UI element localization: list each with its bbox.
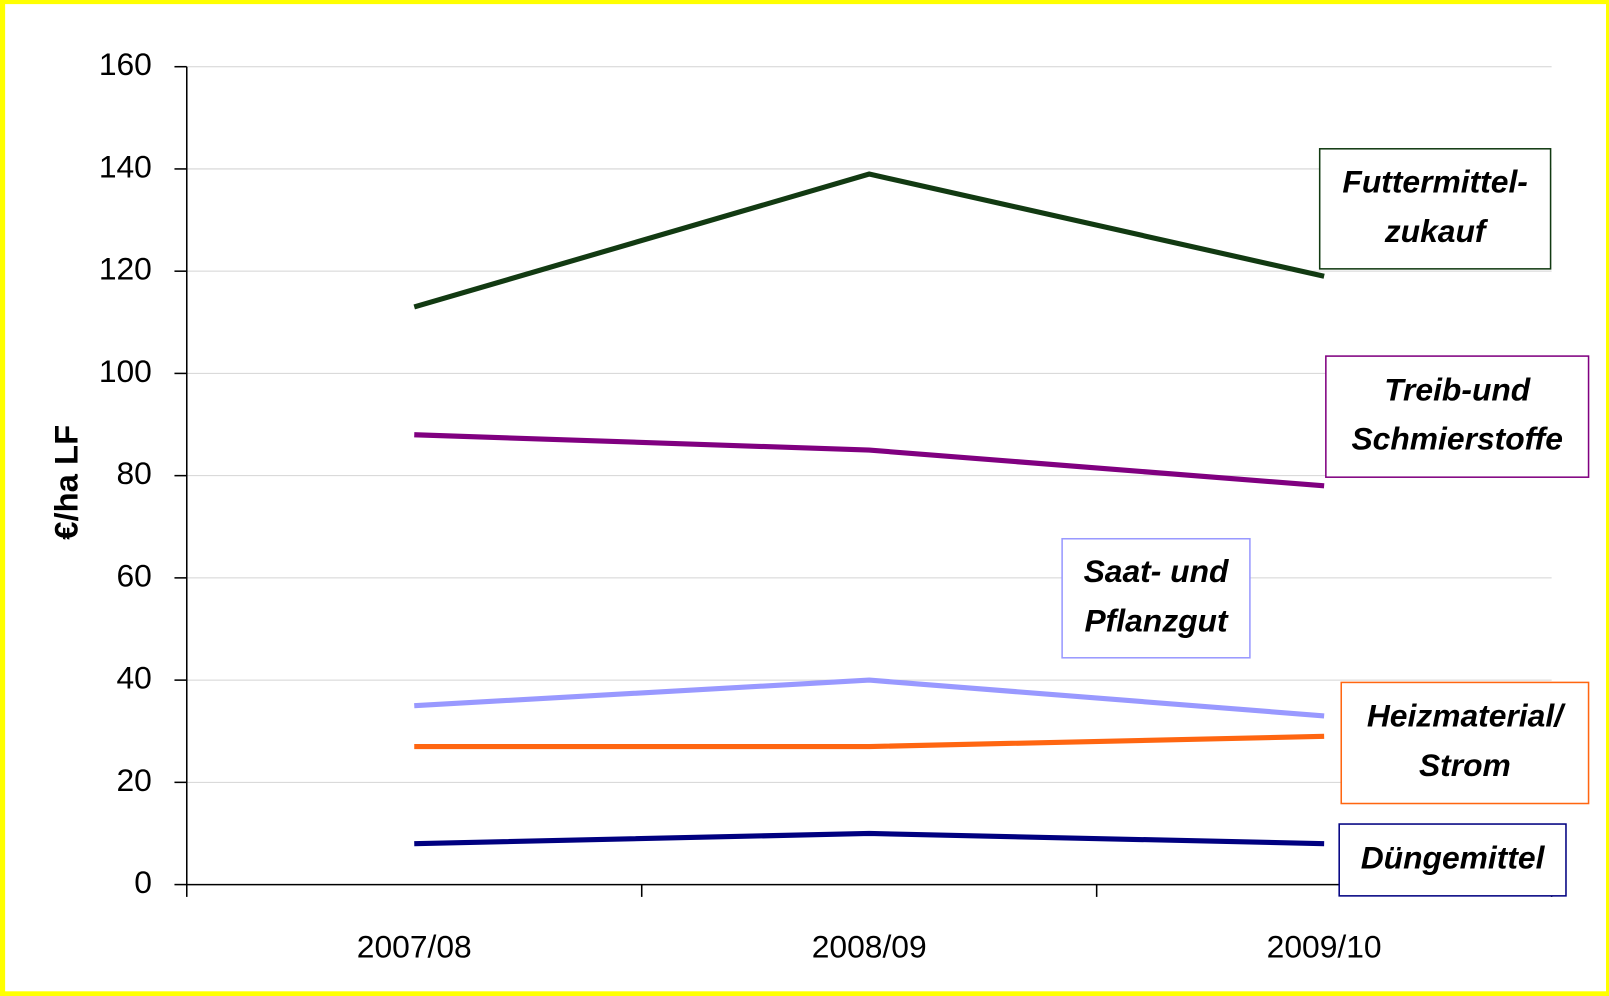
- y-tick-label: 120: [99, 251, 152, 287]
- series-line: [414, 733, 1325, 750]
- y-tick-label: 100: [99, 353, 152, 389]
- series-label: Treib-und: [1384, 371, 1531, 407]
- x-tick-label: 2009/10: [1267, 929, 1382, 965]
- series-label-box: [1338, 823, 1567, 897]
- x-tick-label: 2008/09: [812, 929, 927, 965]
- y-tick-label: 0: [134, 864, 152, 900]
- series-label: Pflanzgut: [1084, 602, 1228, 638]
- x-tick-label: 2007/08: [357, 929, 472, 965]
- series-line: [414, 677, 1325, 719]
- series-line: [414, 432, 1325, 489]
- y-tick-label: 40: [117, 660, 152, 696]
- series-line: [413, 171, 1325, 310]
- y-tick-label: 80: [117, 455, 152, 491]
- series-label: Saat- und: [1084, 553, 1229, 589]
- series-line: [414, 830, 1325, 847]
- series-label: Düngemittel: [1361, 839, 1546, 875]
- series-label-box: [1318, 148, 1552, 270]
- series-label: Schmierstoffe: [1351, 421, 1562, 457]
- y-tick-label: 160: [99, 46, 152, 82]
- series-label-box: [1325, 355, 1590, 478]
- y-tick-label: 140: [99, 148, 152, 184]
- series-label: Strom: [1419, 747, 1511, 783]
- series-label: Heizmaterial/: [1367, 698, 1566, 734]
- series-label: Futtermittel-: [1342, 164, 1527, 200]
- y-tick-label: 20: [117, 762, 152, 798]
- y-axis-label: €/ha LF: [47, 425, 84, 540]
- y-tick-label: 60: [117, 557, 152, 593]
- series-label-box: [1061, 537, 1251, 659]
- series-label: zukauf: [1384, 213, 1489, 249]
- series-label-box: [1340, 681, 1590, 805]
